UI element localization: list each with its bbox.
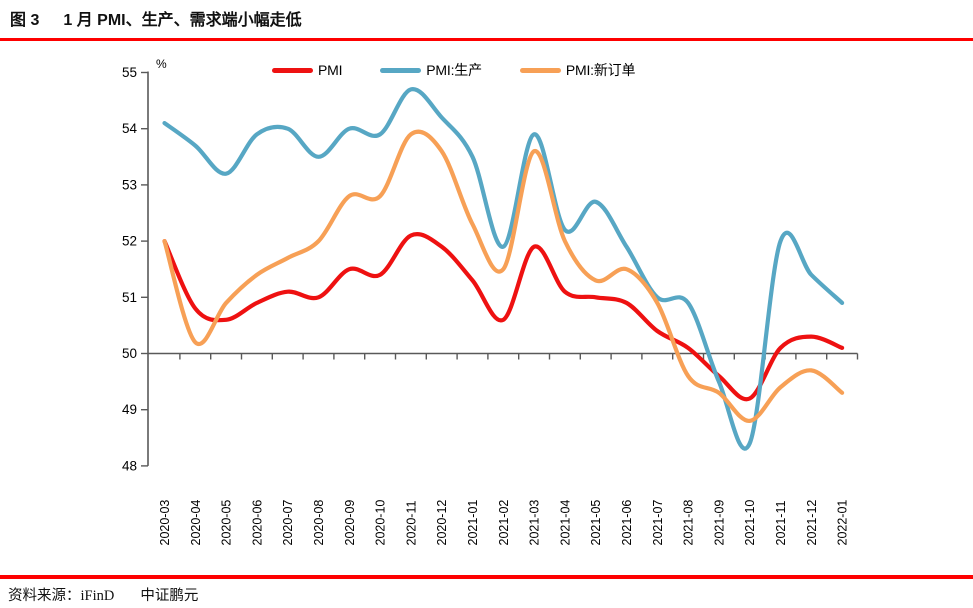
x-tick-label: 2020-05 xyxy=(220,500,234,546)
x-tick-label: 2021-05 xyxy=(589,500,603,546)
legend-label-pmi: PMI xyxy=(318,62,343,78)
x-tick-label: 2021-12 xyxy=(805,500,819,546)
pmi-line xyxy=(162,232,845,402)
x-tick-label: 2021-02 xyxy=(497,500,511,546)
source-org: 中证鹏元 xyxy=(140,588,199,604)
y-tick-label: 54 xyxy=(122,121,138,136)
top-divider xyxy=(0,38,973,41)
x-tick-label: 2020-04 xyxy=(189,500,203,546)
legend-item-production: PMI:生产 xyxy=(380,60,482,80)
legend-swatch-new-orders xyxy=(519,67,561,73)
y-tick-label: 52 xyxy=(122,234,137,249)
x-tick-label: 2021-11 xyxy=(774,501,788,546)
x-tick-label: 2020-11 xyxy=(404,501,418,546)
x-tick-label: 2021-07 xyxy=(651,500,665,546)
x-tick-label: 2020-03 xyxy=(158,500,172,546)
legend-swatch-production xyxy=(380,67,422,73)
x-tick-label: 2021-01 xyxy=(466,500,480,546)
y-axis-unit-label: % xyxy=(156,57,167,71)
x-tick-label: 2021-04 xyxy=(558,500,572,546)
source-note: 资料来源：iFinD 中证鹏元 xyxy=(8,584,198,605)
y-tick-label: 51 xyxy=(122,290,137,305)
x-tick-label: 2021-08 xyxy=(682,500,696,546)
x-tick-label: 2021-09 xyxy=(712,500,726,546)
figure-label: 图 3 xyxy=(10,12,40,29)
x-tick-label: 2020-12 xyxy=(435,500,449,546)
x-tick-label: 2020-09 xyxy=(343,500,357,546)
x-tick-label: 2020-10 xyxy=(374,500,388,546)
x-tick-label: 2020-07 xyxy=(281,500,295,546)
y-tick-label: 49 xyxy=(122,402,137,417)
bottom-divider xyxy=(0,575,973,579)
x-tick-label: 2022-01 xyxy=(836,500,850,546)
production-line xyxy=(162,87,845,451)
x-tick-label: 2021-10 xyxy=(743,500,757,546)
x-tick-label: 2020-06 xyxy=(250,500,264,546)
figure-title: 1 月 PMI、生产、需求端小幅走低 xyxy=(63,12,302,29)
chart-legend: PMI PMI:生产 PMI:新订单 xyxy=(272,60,635,80)
legend-label-new-orders: PMI:新订单 xyxy=(565,62,636,78)
y-tick-label: 48 xyxy=(122,458,137,473)
y-tick-label: 53 xyxy=(122,177,137,192)
x-tick-label: 2020-08 xyxy=(312,500,326,546)
legend-item-new-orders: PMI:新订单 xyxy=(519,60,636,80)
y-tick-label: 50 xyxy=(122,346,137,361)
source-label: 资料来源：iFinD xyxy=(8,588,115,604)
new_orders-line xyxy=(162,129,845,423)
legend-swatch-pmi xyxy=(272,67,313,73)
x-tick-label: 2021-06 xyxy=(620,500,634,546)
legend-item-pmi: PMI xyxy=(272,62,342,78)
x-tick-label: 2021-03 xyxy=(528,500,542,546)
y-tick-label: 55 xyxy=(122,65,137,80)
figure-header: 图 3 1 月 PMI、生产、需求端小幅走低 xyxy=(10,6,302,30)
legend-label-production: PMI:生产 xyxy=(426,62,482,78)
